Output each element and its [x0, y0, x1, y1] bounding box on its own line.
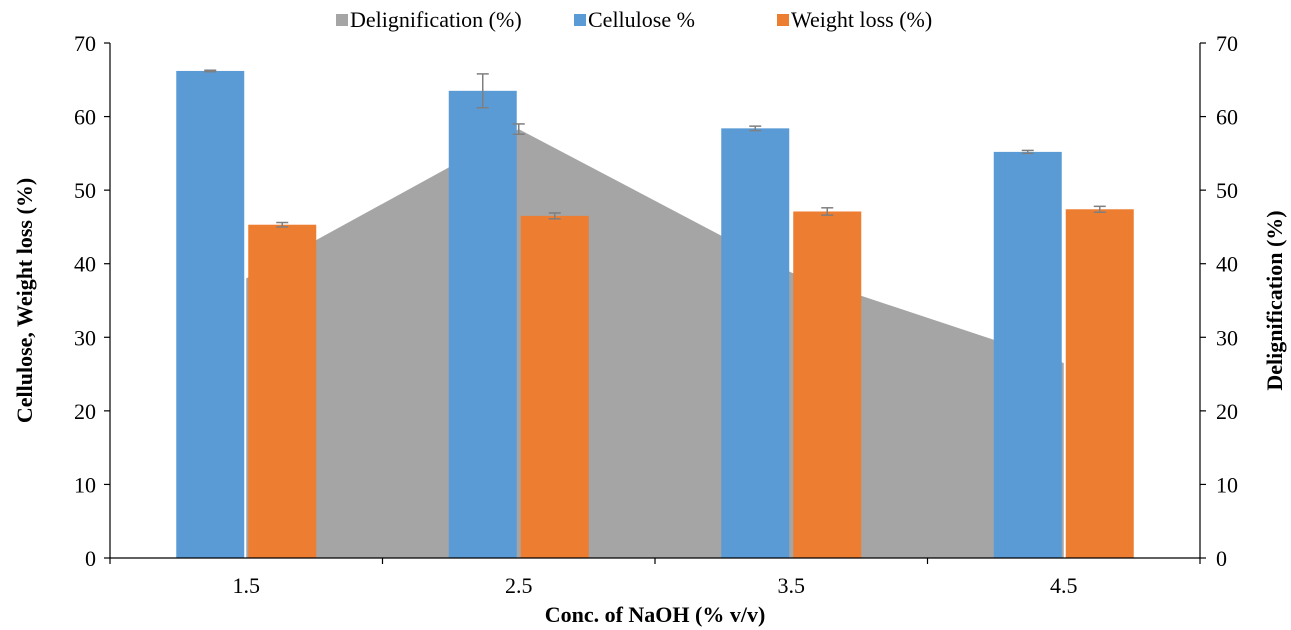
legend-label-cellulose: Cellulose % — [588, 7, 695, 32]
y-tick-label-right: 10 — [1216, 472, 1238, 497]
y-tick-label-right: 0 — [1216, 546, 1227, 571]
legend-swatch-weight-loss — [777, 14, 789, 26]
y-tick-label-right: 60 — [1216, 105, 1238, 130]
y-tick-label-left: 30 — [74, 325, 96, 350]
y-tick-label-right: 20 — [1216, 399, 1238, 424]
area-delignification — [246, 129, 1064, 559]
bar-weight-loss — [1065, 209, 1134, 558]
x-axis-title: Conc. of NaOH (% v/v) — [545, 602, 766, 627]
legend-swatch-delignification — [336, 14, 348, 26]
y-tick-label-left: 0 — [85, 546, 96, 571]
error-bar-cellulose — [204, 69, 217, 73]
y-tick-label-left: 60 — [74, 105, 96, 130]
legend: Delignification (%) Cellulose % Weight l… — [336, 7, 932, 32]
y-tick-label-left: 70 — [74, 31, 96, 56]
bar-layer — [176, 70, 1134, 559]
y2-axis-title: Delignification (%) — [1262, 210, 1287, 390]
error-bar-delignification — [512, 123, 525, 135]
legend-label-weight-loss: Weight loss (%) — [791, 7, 932, 32]
error-bar-cellulose — [1021, 149, 1034, 155]
y-tick-label-left: 50 — [74, 178, 96, 203]
area-layer — [246, 129, 1064, 559]
bar-weight-loss — [248, 224, 317, 558]
x-tick-label: 4.5 — [1050, 573, 1078, 598]
x-tick-label: 1.5 — [233, 573, 261, 598]
bar-weight-loss — [793, 211, 862, 558]
x-ticks: 1.5 2.5 3.5 4.5 — [109, 558, 1201, 598]
error-bar-cellulose — [476, 73, 489, 109]
legend-swatch-cellulose — [574, 14, 586, 26]
bar-weight-loss — [520, 215, 589, 558]
y-tick-label-right: 70 — [1216, 31, 1238, 56]
y-tick-label-left: 40 — [74, 252, 96, 277]
y-tick-label-left: 20 — [74, 399, 96, 424]
x-tick-label: 2.5 — [505, 573, 533, 598]
x-tick-label: 3.5 — [778, 573, 806, 598]
y-axis-title: Cellulose, Weight loss (%) — [12, 178, 37, 423]
bar-cellulose — [721, 128, 790, 559]
bar-cellulose — [176, 70, 245, 558]
y-tick-label-right: 30 — [1216, 325, 1238, 350]
y-tick-label-right: 50 — [1216, 178, 1238, 203]
error-bar-cellulose — [749, 125, 762, 132]
error-bar-weight-loss — [1093, 205, 1106, 213]
error-bar-weight-loss — [276, 221, 289, 228]
y-ticks-right: 0 10 20 30 40 50 60 70 — [1200, 31, 1238, 571]
error-bar-layer — [204, 69, 1106, 228]
bar-cellulose — [993, 151, 1062, 558]
error-bar-weight-loss — [548, 212, 561, 220]
error-bar-weight-loss — [821, 207, 834, 216]
y-ticks-left: 0 10 20 30 40 50 60 70 — [74, 31, 110, 571]
legend-label-delignification: Delignification (%) — [350, 7, 522, 32]
bar-cellulose — [448, 90, 517, 559]
y-tick-label-left: 10 — [74, 472, 96, 497]
y-tick-label-right: 40 — [1216, 252, 1238, 277]
